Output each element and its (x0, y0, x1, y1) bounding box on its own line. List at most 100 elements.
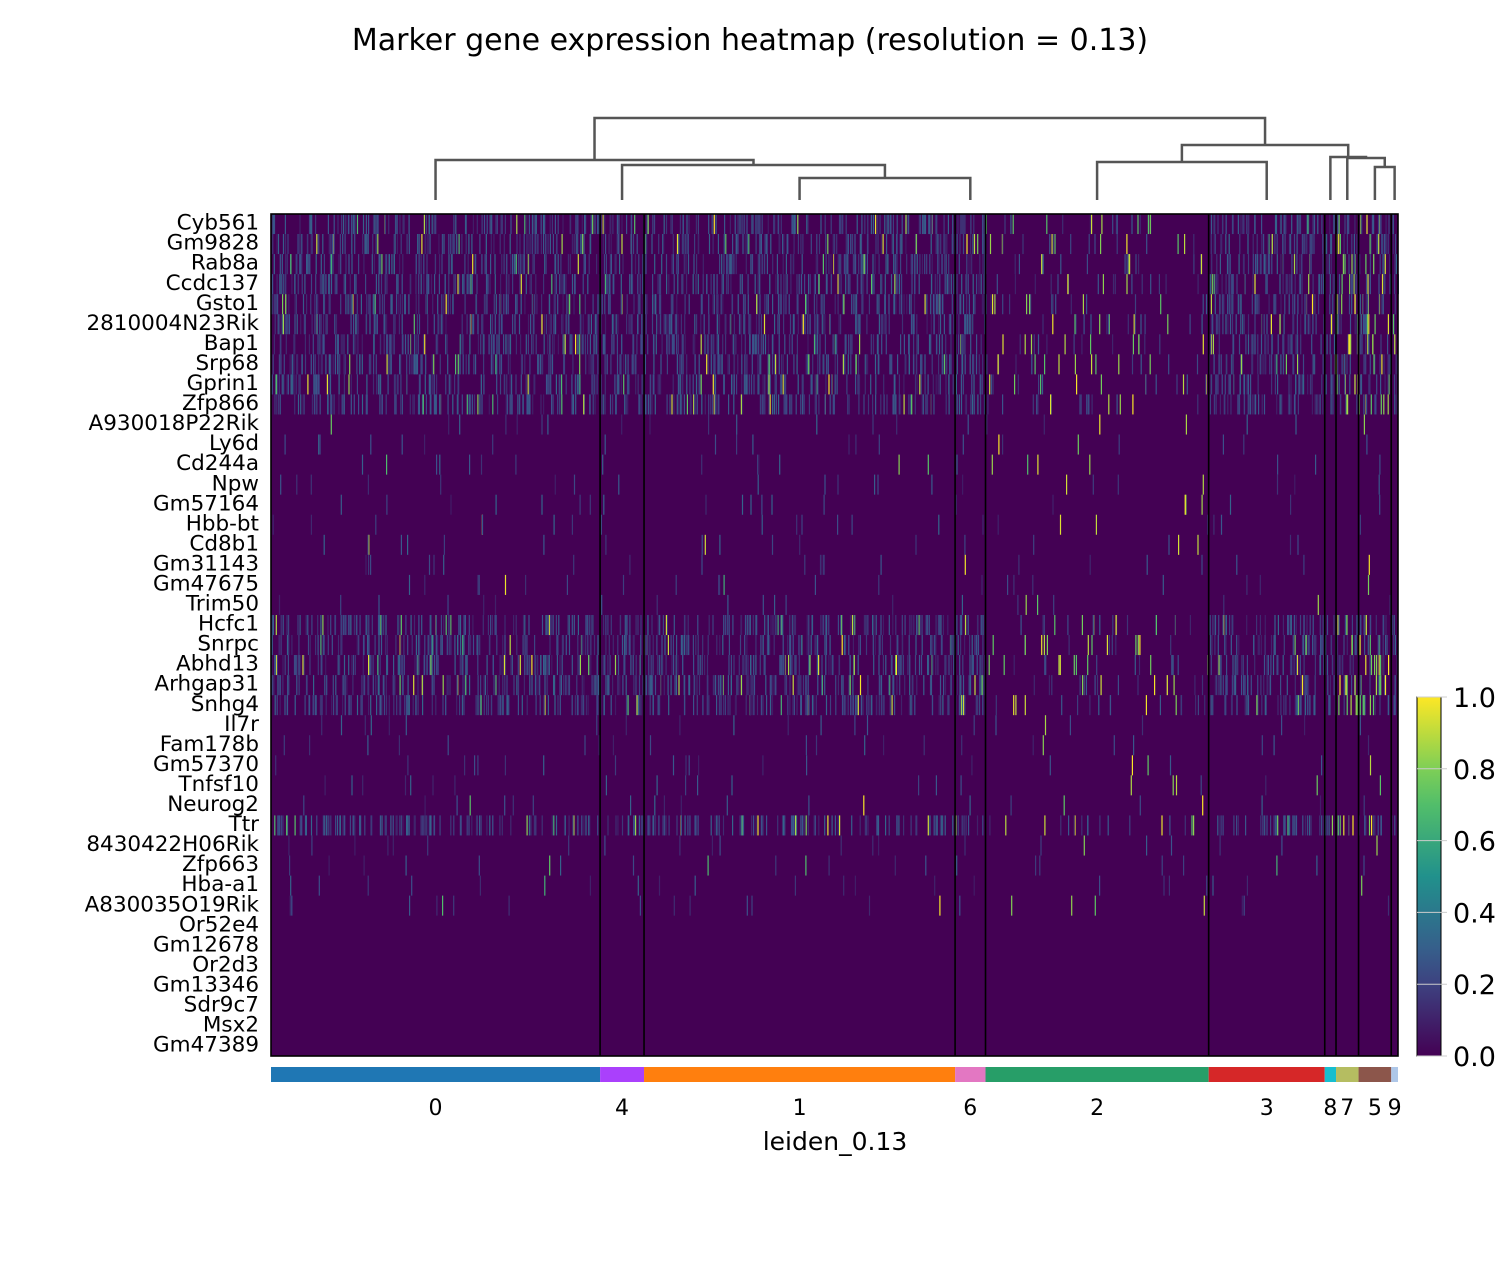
heatmap-cell (288, 675, 290, 696)
heatmap-cell (386, 254, 388, 275)
heatmap-cell (279, 334, 281, 355)
heatmap-cell (1310, 234, 1312, 255)
heatmap-cell (1361, 214, 1363, 235)
heatmap-cell (531, 214, 534, 235)
heatmap-cell (461, 394, 463, 415)
heatmap-cell (1315, 394, 1317, 415)
heatmap-cell (1108, 314, 1110, 335)
heatmap-cell (570, 334, 572, 355)
heatmap-cell (1343, 675, 1345, 696)
heatmap-cell (1211, 274, 1213, 295)
heatmap-cell (1044, 655, 1046, 676)
heatmap-cell (1235, 675, 1237, 696)
heatmap-cell (908, 214, 910, 235)
heatmap-cell (924, 354, 926, 375)
heatmap-cell (725, 334, 727, 355)
heatmap-cell (663, 234, 665, 255)
heatmap-cell (939, 374, 941, 395)
heatmap-cell (748, 374, 750, 395)
heatmap-cell (659, 615, 661, 636)
heatmap-cell (314, 314, 316, 335)
heatmap-cell (1305, 234, 1307, 255)
heatmap-cell (931, 354, 933, 375)
heatmap-cell (355, 314, 357, 335)
heatmap-cell (972, 314, 974, 335)
heatmap-cell (603, 615, 605, 636)
heatmap-cell (740, 314, 742, 335)
heatmap-cell (1356, 334, 1358, 355)
heatmap-cell (285, 254, 287, 275)
heatmap-cell (931, 655, 933, 676)
heatmap-cell (407, 675, 409, 696)
heatmap-cell (859, 334, 861, 355)
heatmap-cell (279, 274, 281, 295)
heatmap-cell (635, 655, 637, 676)
heatmap-cell (1273, 635, 1275, 656)
heatmap-cell (442, 675, 444, 696)
heatmap-cell (898, 274, 901, 295)
heatmap-cell (1226, 675, 1228, 696)
heatmap-cell (1291, 274, 1293, 295)
heatmap-cell (1235, 314, 1237, 335)
heatmap-cell (1057, 274, 1059, 295)
heatmap-cell (1270, 655, 1272, 676)
heatmap-cell (1326, 334, 1328, 355)
heatmap-cell (545, 615, 547, 636)
heatmap-cell (435, 334, 437, 355)
heatmap-cell (1296, 234, 1298, 255)
heatmap-cell (412, 695, 414, 716)
heatmap-cell (1274, 635, 1276, 656)
heatmap-cell (801, 374, 803, 395)
heatmap-cell (531, 655, 533, 676)
heatmap-cell (957, 675, 959, 696)
heatmap-cell (552, 234, 554, 255)
heatmap-cell (909, 675, 911, 696)
heatmap-cell (948, 374, 950, 395)
heatmap-cell (1300, 274, 1302, 295)
heatmap-cell (1287, 334, 1289, 355)
heatmap-cell (856, 294, 858, 315)
heatmap-cell (838, 274, 840, 295)
heatmap-cell (519, 274, 521, 295)
heatmap-cell (540, 214, 542, 235)
heatmap-cell (1353, 274, 1355, 295)
heatmap-cell (824, 675, 826, 696)
heatmap-cell (366, 394, 368, 415)
heatmap-cell (681, 374, 683, 395)
heatmap-cell (681, 334, 683, 355)
heatmap-cell (533, 254, 535, 275)
heatmap-cell (395, 635, 397, 656)
heatmap-cell (834, 374, 836, 395)
heatmap-cell (1052, 234, 1054, 255)
heatmap-cell (785, 294, 787, 315)
heatmap-cell (421, 234, 423, 255)
heatmap-cell (515, 294, 517, 315)
heatmap-cell (1220, 354, 1222, 375)
heatmap-cell (622, 574, 625, 595)
heatmap-cell (274, 655, 276, 676)
heatmap-cell (689, 394, 691, 415)
heatmap-cell (425, 354, 427, 375)
heatmap-cell (370, 354, 372, 375)
heatmap-cell (470, 274, 472, 295)
heatmap-cell (792, 675, 794, 696)
heatmap-cell (588, 354, 590, 375)
heatmap-cell (1386, 635, 1388, 656)
heatmap-cell (896, 254, 898, 275)
heatmap-cell (891, 234, 893, 255)
heatmap-cell (1210, 294, 1212, 315)
heatmap-cell (1378, 274, 1380, 295)
heatmap-cell (796, 274, 798, 295)
heatmap-cell (378, 594, 380, 615)
chart-title: Marker gene expression heatmap (resoluti… (352, 23, 1148, 58)
heatmap-cell (495, 354, 497, 375)
heatmap-cell (1236, 655, 1238, 676)
heatmap-cell (950, 314, 952, 335)
heatmap-cell (649, 394, 651, 415)
heatmap-cell (1306, 234, 1308, 255)
heatmap-cell (1290, 494, 1292, 515)
heatmap-cell (1298, 214, 1300, 235)
heatmap-cell (606, 274, 608, 295)
heatmap-cell (731, 374, 733, 395)
heatmap-cell (736, 414, 738, 435)
